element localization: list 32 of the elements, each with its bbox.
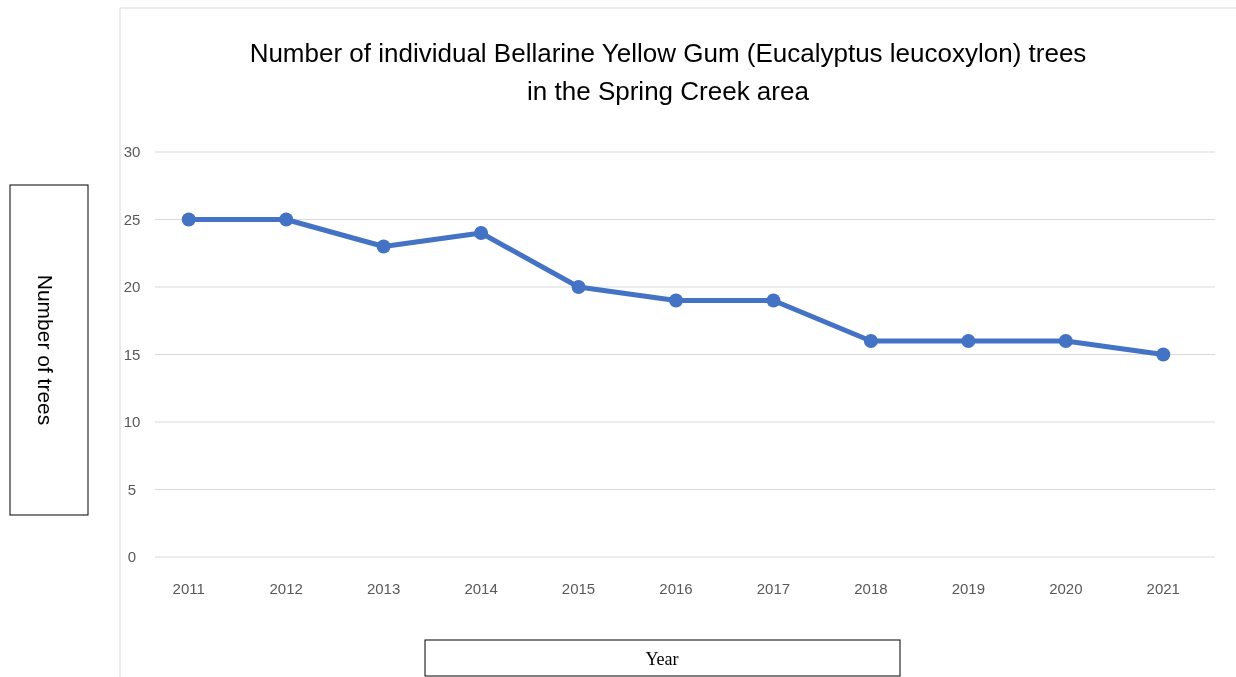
x-tick-label: 2014 xyxy=(464,580,498,597)
y-tick-label: 5 xyxy=(127,480,137,498)
x-axis-title: Year xyxy=(645,649,679,669)
y-tick-label: 30 xyxy=(123,143,141,160)
x-tick-label: 2021 xyxy=(1146,580,1180,597)
point xyxy=(1058,334,1073,348)
y-tick-label: 20 xyxy=(123,278,141,295)
y-tick-label: 10 xyxy=(123,413,141,430)
y-tick-label: 15 xyxy=(123,345,141,363)
point xyxy=(766,293,781,308)
point xyxy=(181,212,196,227)
x-tick-label: 2016 xyxy=(659,580,693,597)
point xyxy=(669,293,683,308)
point xyxy=(376,239,391,254)
x-tick-label: 2019 xyxy=(951,580,986,597)
point xyxy=(571,280,586,294)
x-tick-label: 2017 xyxy=(756,580,791,597)
point xyxy=(279,212,294,227)
y-axis-title: Number of trees xyxy=(34,274,57,426)
point xyxy=(1156,347,1171,362)
y-tick-label: 25 xyxy=(123,210,141,228)
chart-title: Number of individual Bellarine Yellow Gum (Eucalyptus leucoxylon) trees in the Spring Creek area xyxy=(249,38,1087,106)
y-tick-label: 0 xyxy=(127,548,137,565)
x-tick-label: 2012 xyxy=(269,580,303,597)
point xyxy=(961,334,976,348)
x-tick-label: 2015 xyxy=(561,580,596,597)
point xyxy=(474,226,489,240)
x-tick-label: 2020 xyxy=(1049,580,1083,597)
x-tick-label: 2018 xyxy=(854,580,888,597)
x-tick-label: 2011 xyxy=(172,580,205,597)
x-tick-label: 2013 xyxy=(366,580,401,597)
point xyxy=(863,334,878,348)
